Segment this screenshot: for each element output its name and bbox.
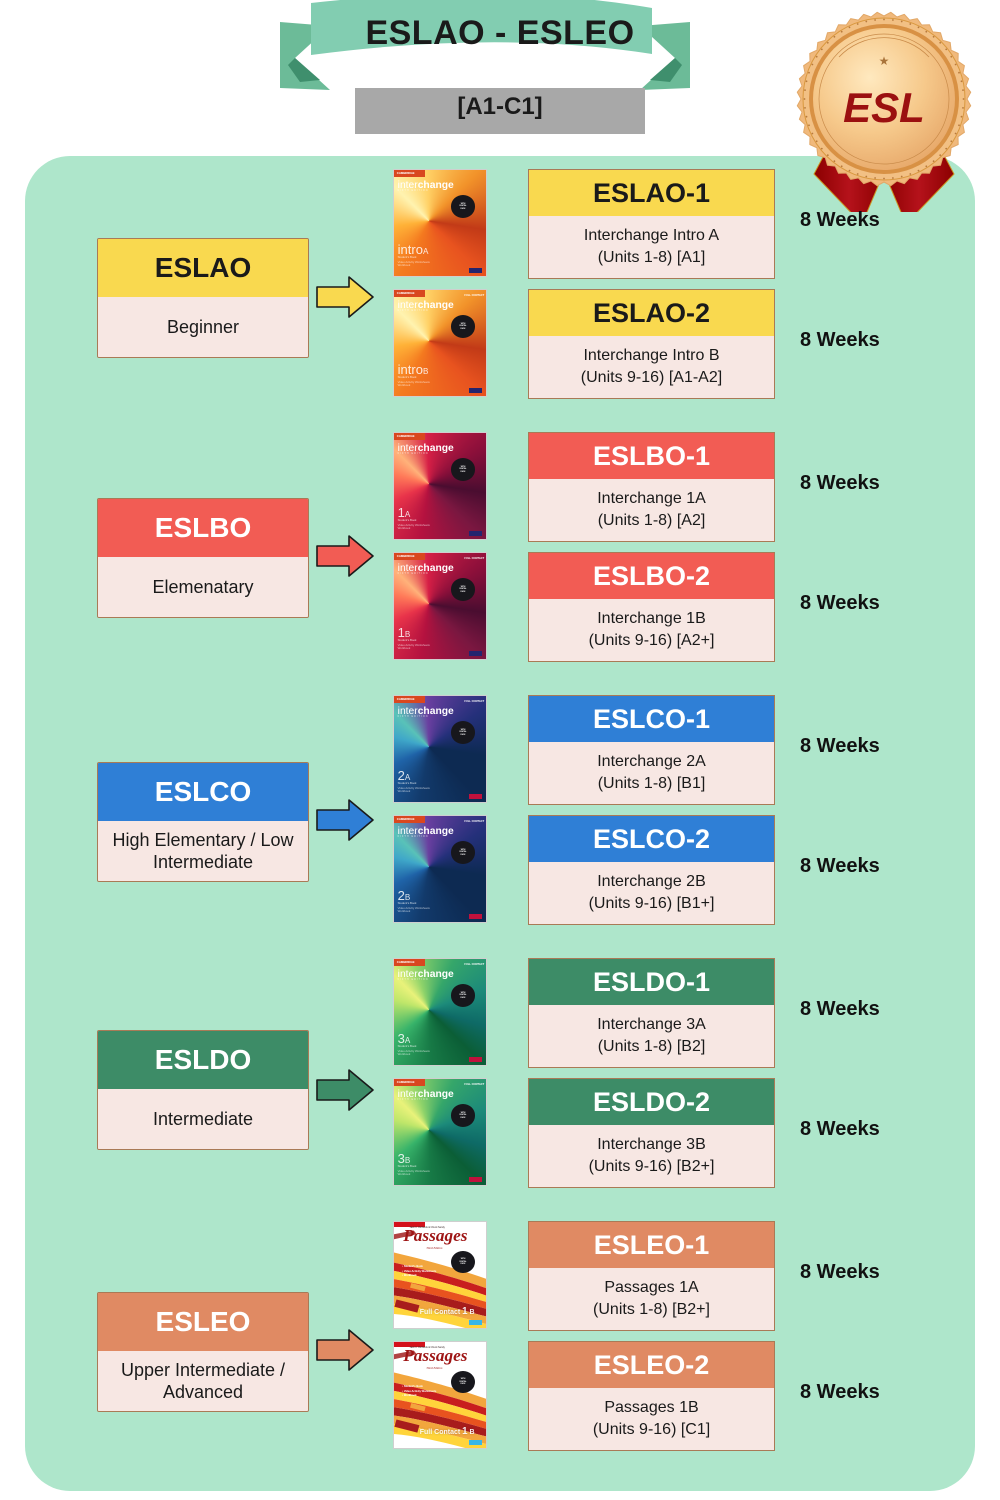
svg-text:ESL: ESL	[843, 84, 925, 131]
svg-text:★: ★	[879, 54, 890, 68]
